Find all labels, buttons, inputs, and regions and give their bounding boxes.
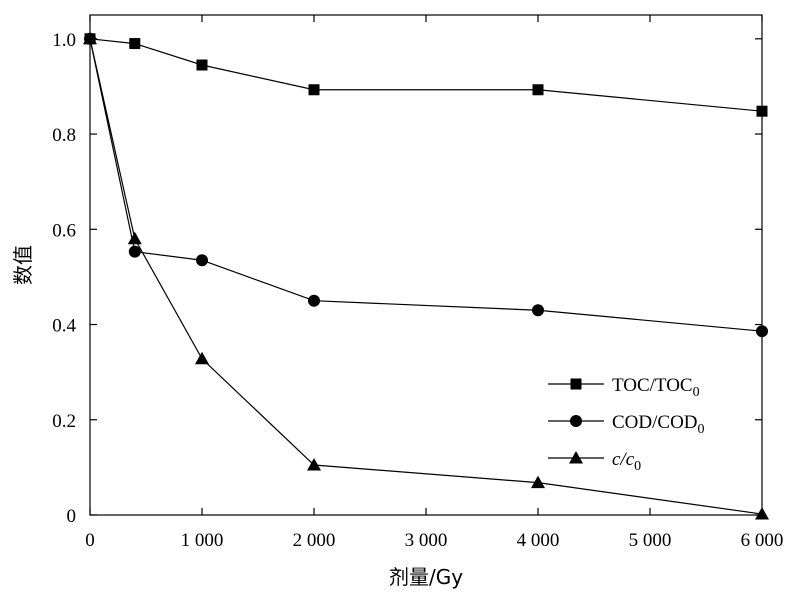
data-point-triangle: [83, 31, 97, 45]
x-axis-ticks: 0 1 000 2 000 3 000 4 000 5 000 6 000: [85, 15, 783, 551]
data-point-square: [308, 84, 320, 96]
x-axis-title: 剂量/Gy: [389, 565, 463, 589]
data-point-circle: [128, 245, 141, 258]
data-point-circle: [196, 254, 208, 267]
data-point-triangle: [531, 475, 545, 489]
y-tick-label: 0.2: [52, 411, 76, 432]
y-tick-label: 0.6: [52, 220, 76, 241]
y-tick-label: 0: [67, 506, 77, 527]
legend-item: COD/COD0: [548, 412, 705, 437]
legend-marker: [569, 451, 583, 464]
data-point-triangle: [307, 458, 321, 471]
x-tick-label: 0: [85, 530, 95, 551]
x-tick-label: 1 000: [181, 530, 224, 551]
series-square: [84, 33, 768, 117]
data-point-circle: [308, 294, 320, 307]
data-point-triangle: [195, 351, 209, 365]
data-point-triangle: [127, 231, 142, 245]
y-tick-label: 0.4: [52, 316, 76, 337]
series-line: [89, 38, 763, 515]
legend-marker: [570, 415, 582, 427]
x-tick-label: 2 000: [293, 530, 336, 551]
legend-label-main: COD/COD: [612, 412, 698, 433]
y-axis-title: 数值: [11, 245, 35, 285]
legend-label-main: c/c: [612, 449, 635, 470]
series-layer: [83, 31, 769, 520]
x-tick-label: 4 000: [517, 530, 560, 551]
legend-label-sub: 0: [634, 459, 641, 474]
legend-item: TOC/TOC0: [548, 375, 700, 400]
legend-label: TOC/TOC0: [612, 375, 700, 400]
data-point-circle: [756, 325, 768, 338]
series-triangle: [83, 31, 769, 520]
y-tick-label: 0.8: [52, 125, 76, 146]
legend-label-sub: 0: [693, 385, 700, 400]
y-axis-ticks: 0 0.2 0.4 0.6 0.8 1.0: [52, 30, 762, 527]
data-point-triangle: [755, 507, 769, 520]
data-point-square: [196, 59, 208, 71]
legend-item: c/c0: [548, 449, 641, 474]
legend-label-sub: 0: [698, 422, 705, 437]
y-tick-label: 1.0: [52, 30, 76, 51]
legend-marker: [570, 378, 582, 390]
series-line: [89, 38, 763, 332]
x-tick-label: 5 000: [629, 530, 672, 551]
series-line: [89, 38, 763, 112]
legend-label: COD/COD0: [612, 412, 705, 437]
data-point-square: [129, 38, 141, 50]
x-tick-label: 3 000: [405, 530, 448, 551]
data-point-square: [756, 105, 768, 117]
legend-label-main: TOC/TOC: [612, 375, 693, 396]
data-point-square: [532, 84, 544, 96]
legend-label: c/c0: [612, 449, 641, 474]
x-tick-label: 6 000: [741, 530, 784, 551]
data-point-circle: [532, 304, 544, 317]
series-circle: [84, 32, 768, 338]
